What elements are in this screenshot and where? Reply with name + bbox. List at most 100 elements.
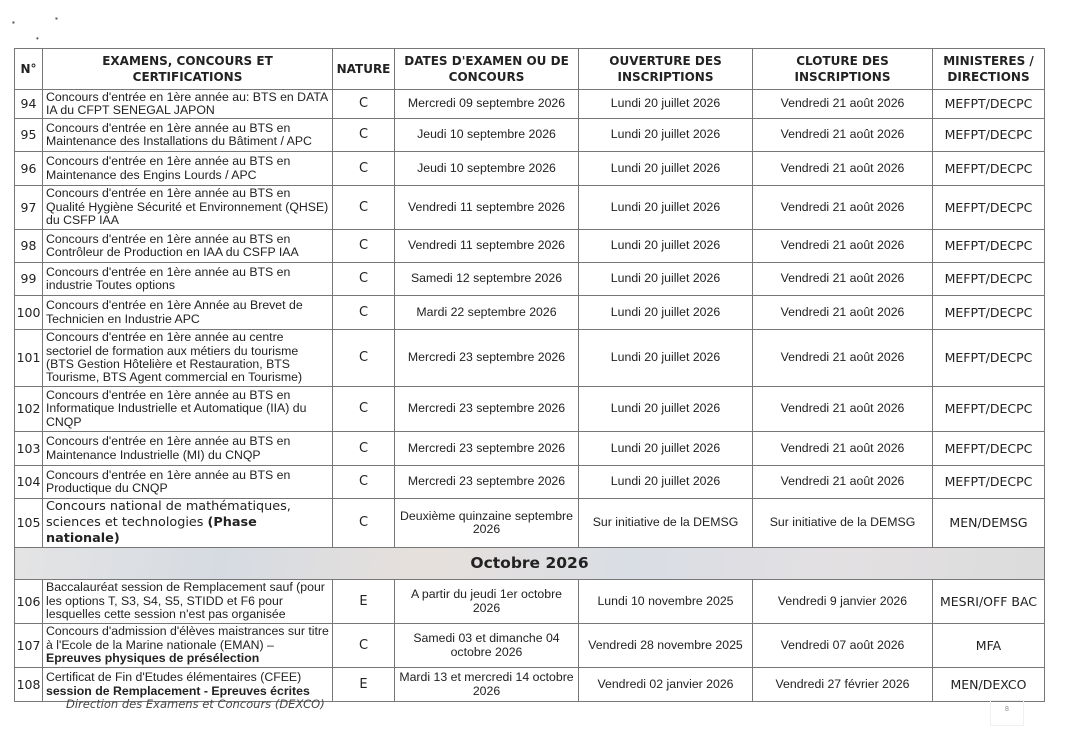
ministry: MEFPT/DECPC — [932, 431, 1045, 466]
exam-date: Jeudi 10 septembre 2026 — [394, 151, 579, 186]
exam-description-text: Concours d'entrée en 1ère année au BTS e… — [46, 186, 329, 228]
ministry: MEFPT/DECPC — [932, 262, 1045, 296]
exam-date: Vendredi 11 septembre 2026 — [394, 229, 579, 263]
exam-description-text: Concours d'admission d'élèves maistrance… — [46, 624, 329, 652]
table-row: 104 Concours d'entrée en 1ère année au BT… — [14, 465, 1045, 499]
exam-date: Vendredi 11 septembre 2026 — [394, 185, 579, 230]
exam-description-bold: session de Remplacement - Epreuves écrit… — [46, 683, 310, 698]
table-row: 94 Concours d'entrée en 1ère année au: BT… — [14, 89, 1045, 119]
table-row: 106 Baccalauréat session de Remplacement … — [14, 579, 1045, 624]
registration-open: Lundi 20 juillet 2026 — [578, 386, 753, 432]
table-row: 100 Concours d'entrée en 1ère Année au Br… — [14, 295, 1045, 330]
nature: C — [332, 623, 395, 668]
exam-description: Concours d'entrée en 1ère année au BTS e… — [42, 151, 333, 186]
registration-open: Lundi 20 juillet 2026 — [578, 329, 753, 387]
exam-description-text: Concours d'entrée en 1ère Année au Breve… — [46, 298, 303, 326]
exam-date: A partir du jeudi 1er octobre 2026 — [394, 579, 579, 624]
section-title: Octobre 2026 — [14, 547, 1045, 580]
scan-speck: • — [36, 34, 39, 43]
exam-description: Concours d'entrée en 1ère année au BTS e… — [42, 185, 333, 230]
row-number: 102 — [14, 386, 43, 432]
scan-speck: ▪ — [55, 14, 58, 23]
row-number: 97 — [14, 185, 43, 230]
ministry: MEFPT/DECPC — [932, 185, 1045, 230]
exam-description: Concours d'entrée en 1ère année au BTS e… — [42, 386, 333, 432]
row-number: 99 — [14, 262, 43, 296]
registration-close: Vendredi 21 août 2026 — [752, 118, 933, 152]
ministry: MEFPT/DECPC — [932, 329, 1045, 387]
registration-close: Vendredi 27 février 2026 — [752, 667, 933, 702]
exam-description-text: Concours d'entrée en 1ère année au centr… — [46, 330, 303, 385]
exam-date: Mercredi 23 septembre 2026 — [394, 465, 579, 499]
header-num: N° — [14, 48, 43, 90]
exam-description: Concours d'entrée en 1ère année au BTS e… — [42, 262, 333, 296]
nature: C — [332, 465, 395, 499]
exam-date: Jeudi 10 septembre 2026 — [394, 118, 579, 152]
registration-close: Vendredi 21 août 2026 — [752, 431, 933, 466]
nature: E — [332, 579, 395, 624]
exam-date: Mercredi 23 septembre 2026 — [394, 386, 579, 432]
exam-description: Concours d'entrée en 1ère année au centr… — [42, 329, 333, 387]
exam-description-text: Baccalauréat session de Remplacement sau… — [46, 580, 325, 622]
table-row: 102 Concours d'entrée en 1ère année au BT… — [14, 386, 1045, 432]
registration-close: Vendredi 21 août 2026 — [752, 465, 933, 499]
exam-description-text: Concours d'entrée en 1ère année au BTS e… — [46, 264, 291, 292]
nature: C — [332, 118, 395, 152]
table-row: 98 Concours d'entrée en 1ère année au BTS… — [14, 229, 1045, 263]
registration-open: Lundi 20 juillet 2026 — [578, 431, 753, 466]
header-nature: NATURE — [332, 48, 395, 90]
exam-description: Concours d'entrée en 1ère année au: BTS … — [42, 89, 333, 119]
header-ministeres: MINISTERES / DIRECTIONS — [932, 48, 1045, 90]
nature: C — [332, 295, 395, 330]
table-row: 108 Certificat de Fin d'Etudes élémentair… — [14, 667, 1045, 702]
exam-date: Samedi 12 septembre 2026 — [394, 262, 579, 296]
exam-description-text: Concours d'entrée en 1ère année au BTS e… — [46, 434, 291, 462]
row-number: 94 — [14, 89, 43, 119]
exam-date: Mercredi 23 septembre 2026 — [394, 329, 579, 387]
nature: C — [332, 151, 395, 186]
ministry: MFA — [932, 623, 1045, 668]
registration-open: Lundi 20 juillet 2026 — [578, 262, 753, 296]
registration-open: Vendredi 02 janvier 2026 — [578, 667, 753, 702]
row-number: 96 — [14, 151, 43, 186]
registration-open: Lundi 20 juillet 2026 — [578, 295, 753, 330]
row-number: 103 — [14, 431, 43, 466]
table-row: 96 Concours d'entrée en 1ère année au BTS… — [14, 151, 1045, 186]
table-row: 99 Concours d'entrée en 1ère année au BTS… — [14, 262, 1045, 296]
exam-date: Mercredi 23 septembre 2026 — [394, 431, 579, 466]
row-number: 107 — [14, 623, 43, 668]
registration-close: Vendredi 21 août 2026 — [752, 386, 933, 432]
row-number: 105 — [14, 498, 43, 548]
exam-description-text: Concours d'entrée en 1ère année au BTS e… — [46, 154, 291, 182]
table-header-row: N° EXAMENS, CONCOURS ET CERTIFICATIONS N… — [14, 48, 1045, 90]
exam-date: Mercredi 09 septembre 2026 — [394, 89, 579, 119]
table-row: 105 Concours national de mathématiques, s… — [14, 498, 1045, 548]
ministry: MEN/DEXCO — [932, 667, 1045, 702]
registration-open: Lundi 20 juillet 2026 — [578, 89, 753, 119]
registration-close: Vendredi 21 août 2026 — [752, 185, 933, 230]
table-row: 103 Concours d'entrée en 1ère année au BT… — [14, 431, 1045, 466]
exam-description: Baccalauréat session de Remplacement sau… — [42, 579, 333, 624]
table-row: 97 Concours d'entrée en 1ère année au BTS… — [14, 185, 1045, 230]
registration-open: Lundi 20 juillet 2026 — [578, 229, 753, 263]
nature: C — [332, 329, 395, 387]
ministry: MEFPT/DECPC — [932, 118, 1045, 152]
row-number: 104 — [14, 465, 43, 499]
page-mark: 8 — [990, 700, 1024, 726]
exam-description-text: Concours d'entrée en 1ère année au BTS e… — [46, 387, 307, 429]
registration-close: Vendredi 21 août 2026 — [752, 295, 933, 330]
exam-description: Concours d'admission d'élèves maistrance… — [42, 623, 333, 668]
ministry: MEFPT/DECPC — [932, 151, 1045, 186]
exam-description: Concours d'entrée en 1ère année au BTS e… — [42, 229, 333, 263]
row-number: 100 — [14, 295, 43, 330]
nature: C — [332, 498, 395, 548]
scan-speck: ▪ — [12, 18, 15, 27]
header-dates: DATES D'EXAMEN OU DE CONCOURS — [394, 48, 579, 90]
nature: C — [332, 185, 395, 230]
exam-description: Concours d'entrée en 1ère année au BTS e… — [42, 118, 333, 152]
ministry: MEFPT/DECPC — [932, 465, 1045, 499]
ministry: MEFPT/DECPC — [932, 386, 1045, 432]
exam-description-text: Concours d'entrée en 1ère année au BTS e… — [46, 120, 312, 148]
registration-close: Vendredi 21 août 2026 — [752, 262, 933, 296]
registration-open: Lundi 20 juillet 2026 — [578, 185, 753, 230]
